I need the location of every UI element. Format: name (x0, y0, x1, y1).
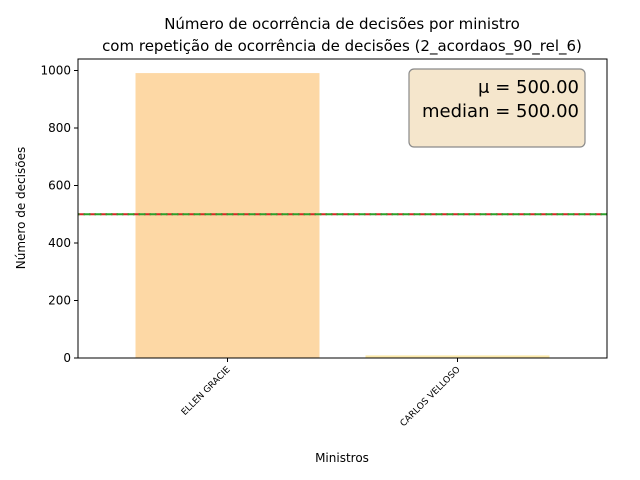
chart-title-line1: Número de ocorrência de decisões por min… (164, 15, 520, 33)
x-axis: ELLEN GRACIE CARLOS VELLOSO (180, 358, 463, 429)
y-tick-label-1: 200 (48, 294, 71, 308)
y-axis-label: Número de decisões (14, 147, 28, 269)
y-axis: 0 200 400 600 800 1000 (40, 64, 78, 365)
y-tick-label-2: 400 (48, 236, 71, 250)
plot-frame (77, 58, 608, 359)
x-tick-label-1: CARLOS VELLOSO (399, 365, 463, 429)
y-tick-label-0: 0 (63, 351, 71, 365)
stats-median: median = 500.00 (422, 101, 579, 122)
stats-box: μ = 500.00 median = 500.00 (408, 68, 586, 148)
stats-box-background (408, 68, 586, 148)
bars-group (135, 73, 550, 359)
bar-0 (135, 73, 320, 359)
stats-mean: μ = 500.00 (478, 77, 579, 98)
x-tick-label-0: ELLEN GRACIE (180, 365, 233, 418)
y-tick-label-3: 600 (48, 179, 71, 193)
y-tick-label-4: 800 (48, 121, 71, 135)
bar-1 (365, 355, 550, 358)
y-tick-label-5: 1000 (40, 64, 71, 78)
chart-title-line2: com repetição de ocorrência de decisões … (102, 37, 582, 56)
x-axis-label: Ministros (315, 451, 369, 465)
